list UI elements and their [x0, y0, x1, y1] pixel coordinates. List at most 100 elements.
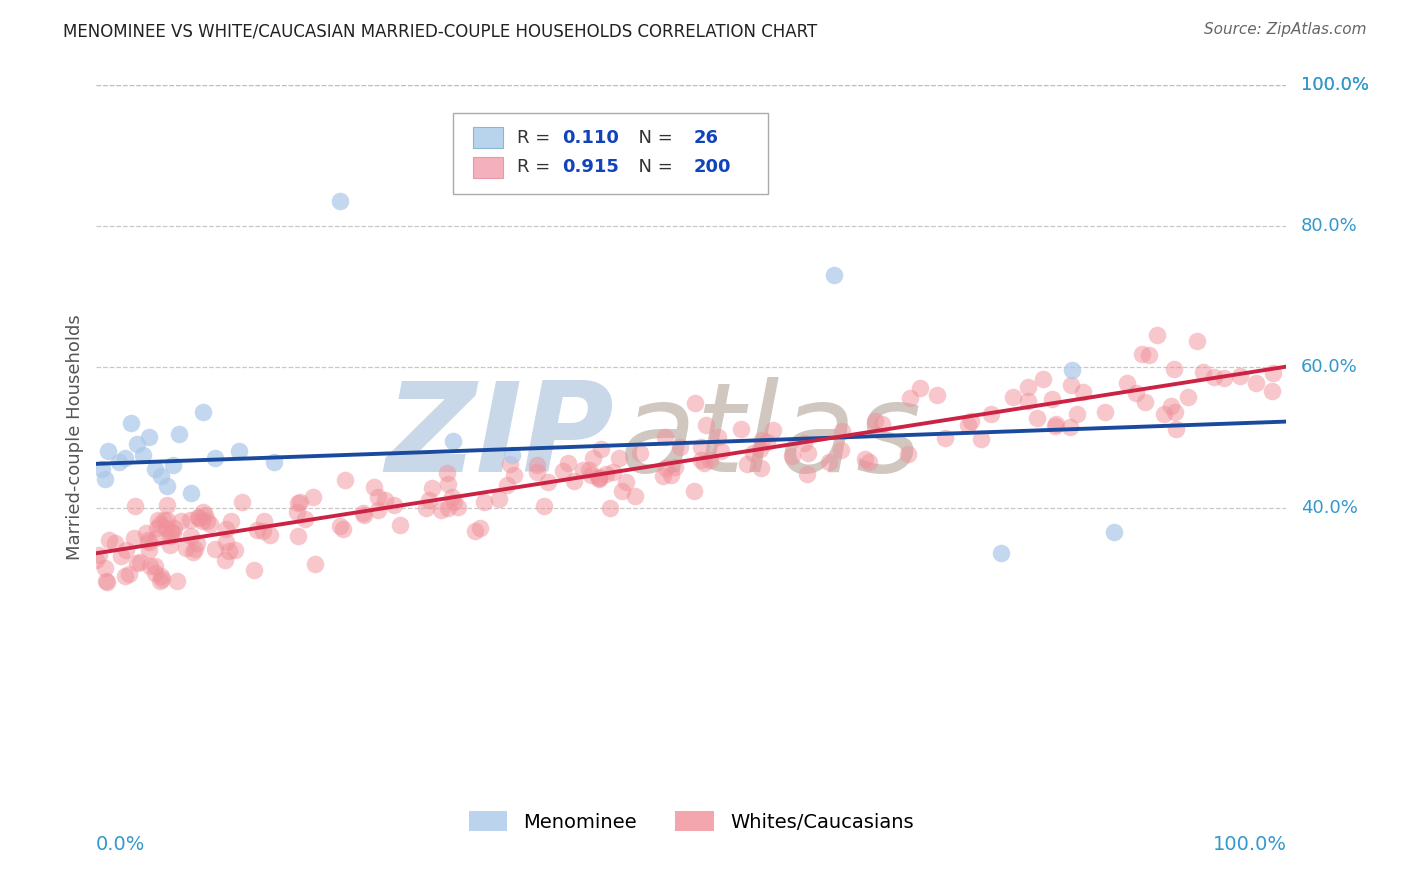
Point	[148, 513, 170, 527]
Point	[190, 514, 212, 528]
Point	[831, 424, 853, 438]
Point	[1163, 362, 1185, 376]
Point	[150, 569, 173, 583]
Point	[562, 474, 585, 488]
Point	[797, 446, 820, 460]
FancyBboxPatch shape	[453, 113, 769, 194]
Point	[1261, 366, 1284, 380]
Point	[908, 381, 931, 395]
Point	[263, 455, 285, 469]
Point	[149, 517, 172, 532]
Point	[149, 574, 172, 588]
Point	[150, 468, 173, 483]
Point	[374, 493, 396, 508]
Point	[114, 451, 136, 466]
Point	[115, 543, 138, 558]
Point	[290, 495, 312, 509]
Point	[664, 459, 686, 474]
Point	[589, 442, 612, 456]
Point	[571, 462, 593, 476]
Point	[735, 457, 758, 471]
Point	[793, 436, 815, 450]
Point	[302, 490, 325, 504]
Point	[1040, 392, 1063, 406]
Point	[125, 556, 148, 570]
Point	[139, 558, 162, 573]
Point	[188, 510, 211, 524]
Point	[329, 519, 352, 533]
Point	[441, 434, 464, 448]
Point	[1066, 408, 1088, 422]
Point	[588, 472, 610, 486]
Point	[612, 484, 634, 499]
Point	[218, 544, 240, 558]
Point	[853, 452, 876, 467]
Point	[689, 453, 711, 467]
Text: 80.0%: 80.0%	[1301, 217, 1358, 235]
Point	[363, 479, 385, 493]
Point	[858, 455, 880, 469]
Point	[614, 475, 637, 489]
Point	[367, 491, 389, 505]
Point	[1204, 369, 1226, 384]
Point	[159, 529, 181, 543]
Point	[186, 536, 208, 550]
Point	[818, 455, 841, 469]
Point	[382, 498, 405, 512]
Point	[706, 430, 728, 444]
Point	[447, 500, 470, 514]
Point	[655, 461, 678, 475]
Point	[1094, 405, 1116, 419]
Point	[602, 466, 624, 480]
Point	[468, 521, 491, 535]
Point	[1059, 378, 1081, 392]
Text: N =: N =	[627, 128, 678, 146]
Point	[253, 514, 276, 528]
Point	[124, 500, 146, 514]
Point	[389, 518, 412, 533]
Point	[1032, 372, 1054, 386]
Point	[84, 552, 107, 566]
Point	[581, 450, 603, 465]
Point	[607, 450, 630, 465]
Point	[1177, 390, 1199, 404]
Point	[710, 443, 733, 458]
Point	[437, 477, 460, 491]
Point	[96, 575, 118, 590]
Point	[472, 495, 495, 509]
Point	[143, 566, 166, 580]
Point	[415, 501, 437, 516]
Y-axis label: Married-couple Households: Married-couple Households	[66, 314, 84, 560]
Point	[796, 467, 818, 482]
Point	[557, 456, 579, 470]
Point	[870, 417, 893, 431]
Point	[214, 552, 236, 566]
Point	[526, 458, 548, 472]
Point	[132, 448, 155, 462]
Point	[1229, 368, 1251, 383]
Point	[430, 502, 453, 516]
Point	[748, 442, 770, 456]
Point	[690, 440, 713, 454]
Point	[200, 516, 222, 531]
Point	[155, 521, 177, 535]
Point	[1059, 420, 1081, 434]
Text: 40.0%: 40.0%	[1301, 499, 1358, 516]
Point	[960, 414, 983, 428]
Point	[1244, 376, 1267, 390]
Point	[153, 513, 176, 527]
Point	[287, 529, 309, 543]
Point	[464, 524, 486, 539]
Point	[579, 468, 602, 483]
Point	[333, 473, 356, 487]
Point	[898, 391, 921, 405]
Point	[595, 467, 617, 481]
Text: MENOMINEE VS WHITE/CAUCASIAN MARRIED-COUPLE HOUSEHOLDS CORRELATION CHART: MENOMINEE VS WHITE/CAUCASIAN MARRIED-COU…	[63, 22, 817, 40]
Point	[685, 396, 707, 410]
Point	[162, 458, 184, 473]
Point	[588, 470, 610, 484]
Point	[588, 471, 610, 485]
Point	[162, 526, 184, 541]
Point	[436, 466, 458, 480]
Point	[114, 569, 136, 583]
